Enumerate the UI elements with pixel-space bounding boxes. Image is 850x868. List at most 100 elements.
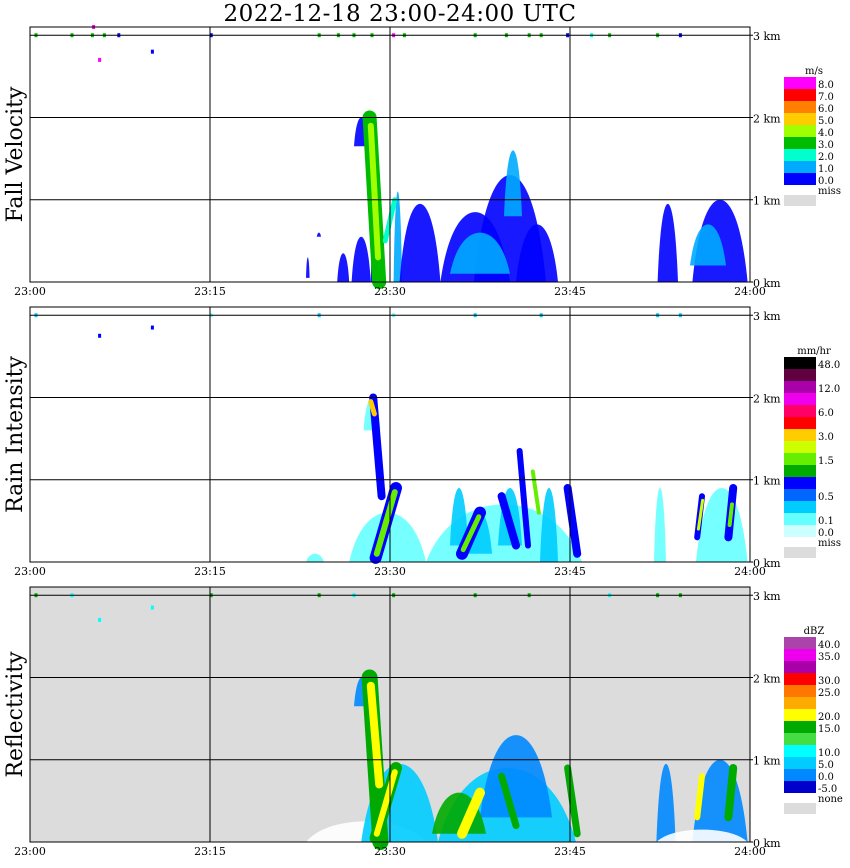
legend-label: 7.0 xyxy=(818,92,834,103)
legend-swatch xyxy=(784,137,816,149)
fall-streak xyxy=(696,498,705,531)
fall-streak xyxy=(530,469,541,515)
x-tick-label: 23:30 xyxy=(374,565,406,578)
plot-frame xyxy=(29,26,751,283)
legend-swatch xyxy=(784,649,816,661)
legend-unit: m/s xyxy=(805,66,823,77)
echo-blob xyxy=(480,735,552,818)
legend-swatch xyxy=(784,513,816,525)
legend-swatch xyxy=(784,417,816,429)
fall-streak xyxy=(727,502,734,527)
legend-label: 6.0 xyxy=(818,104,834,115)
x-tick-label: 23:45 xyxy=(554,845,586,858)
x-tick-label: 23:30 xyxy=(374,285,406,298)
y-tick-label: 2 km xyxy=(753,392,781,405)
x-tick-label: 23:00 xyxy=(14,565,46,578)
y-tick-label: 2 km xyxy=(753,112,781,125)
panel-ylabel: Rain Intensity xyxy=(3,355,28,512)
legend-missing-label: miss xyxy=(818,186,841,197)
legend-swatch xyxy=(784,453,816,465)
legend-label: 3.0 xyxy=(818,432,834,443)
echo-blob xyxy=(306,257,310,278)
fall-streak xyxy=(367,122,381,261)
fall-streak xyxy=(457,787,485,839)
legend-swatch xyxy=(784,101,816,113)
legend-swatch xyxy=(784,501,816,513)
echo-dot xyxy=(150,49,154,54)
legend-missing-swatch xyxy=(784,195,816,206)
echo-dot xyxy=(98,617,102,622)
fall-streak xyxy=(564,764,581,838)
x-tick-label: 24:00 xyxy=(734,285,766,298)
echo-dot xyxy=(98,57,102,62)
legend-swatch xyxy=(784,769,816,781)
chart-title: 2022-12-18 23:00-24:00 UTC xyxy=(223,1,577,27)
legend-unit: dBZ xyxy=(804,626,825,637)
echo-blob xyxy=(393,191,402,282)
legend-label: 25.0 xyxy=(818,688,840,699)
legend-unit: mm/hr xyxy=(797,346,831,357)
x-tick-label: 23:45 xyxy=(554,565,586,578)
y-tick-label: 0 km xyxy=(753,277,781,290)
legend-swatch xyxy=(784,125,816,137)
legend-swatch xyxy=(784,149,816,161)
legend-label: 48.0 xyxy=(818,360,840,371)
legend-swatch xyxy=(784,673,816,685)
x-tick-label: 23:15 xyxy=(194,285,226,298)
legend-swatch xyxy=(784,489,816,501)
echo-blob xyxy=(657,203,678,282)
legend-label: 40.0 xyxy=(818,640,840,651)
echo-dot xyxy=(150,325,154,330)
legend-swatch xyxy=(784,745,816,757)
legend-missing-label: miss xyxy=(818,538,841,549)
legend-swatch xyxy=(784,781,816,793)
x-tick-label: 23:15 xyxy=(194,565,226,578)
x-tick-label: 23:45 xyxy=(554,285,586,298)
legend-swatch xyxy=(784,709,816,721)
x-tick-label: 23:00 xyxy=(14,285,46,298)
legend-swatch xyxy=(784,465,816,477)
y-tick-label: 3 km xyxy=(753,30,781,43)
echo-blob xyxy=(540,487,558,562)
legend-swatch xyxy=(784,637,816,649)
legend-label: 1.0 xyxy=(818,164,834,175)
x-tick-label: 23:00 xyxy=(14,845,46,858)
legend-label: 0.0 xyxy=(818,772,834,783)
echo-blob xyxy=(306,553,324,562)
legend-label: 35.0 xyxy=(818,652,840,663)
echo-blob xyxy=(654,487,666,562)
legend-swatch xyxy=(784,525,816,537)
legend-swatch xyxy=(784,733,816,745)
plot-frame xyxy=(29,306,751,563)
legend-swatch xyxy=(784,757,816,769)
legend-label: 2.0 xyxy=(818,152,834,163)
echo-blob xyxy=(690,224,726,266)
panel-reflectivity: 23:00 23:15 23:30 23:45 24:000 km 1 km 2 km 3 k… xyxy=(3,586,843,858)
echo-blob xyxy=(450,232,510,274)
y-tick-label: 0 km xyxy=(753,557,781,570)
plot-frame xyxy=(29,586,751,843)
legend-swatch xyxy=(784,357,816,369)
legend-swatch xyxy=(784,721,816,733)
legend-label: 4.0 xyxy=(818,128,834,139)
legend-swatch xyxy=(784,173,816,185)
legend-swatch xyxy=(784,77,816,89)
legend-label: 0.0 xyxy=(818,528,834,539)
y-tick-label: 3 km xyxy=(753,310,781,323)
legend-swatch xyxy=(784,369,816,381)
echo-dot xyxy=(98,333,102,338)
fall-streak xyxy=(366,681,384,789)
x-tick-label: 24:00 xyxy=(734,845,766,858)
legend-label: 20.0 xyxy=(818,712,840,723)
legend-missing-label: none xyxy=(818,794,843,805)
legend-missing-swatch xyxy=(784,547,816,558)
legend-label: 5.0 xyxy=(818,116,834,127)
x-tick-label: 23:30 xyxy=(374,845,406,858)
echo-blob xyxy=(351,236,371,282)
legend-swatch xyxy=(784,477,816,489)
y-tick-label: 0 km xyxy=(753,837,781,850)
echo-dot xyxy=(150,605,154,610)
legend-swatch xyxy=(784,161,816,173)
y-tick-label: 3 km xyxy=(753,590,781,603)
